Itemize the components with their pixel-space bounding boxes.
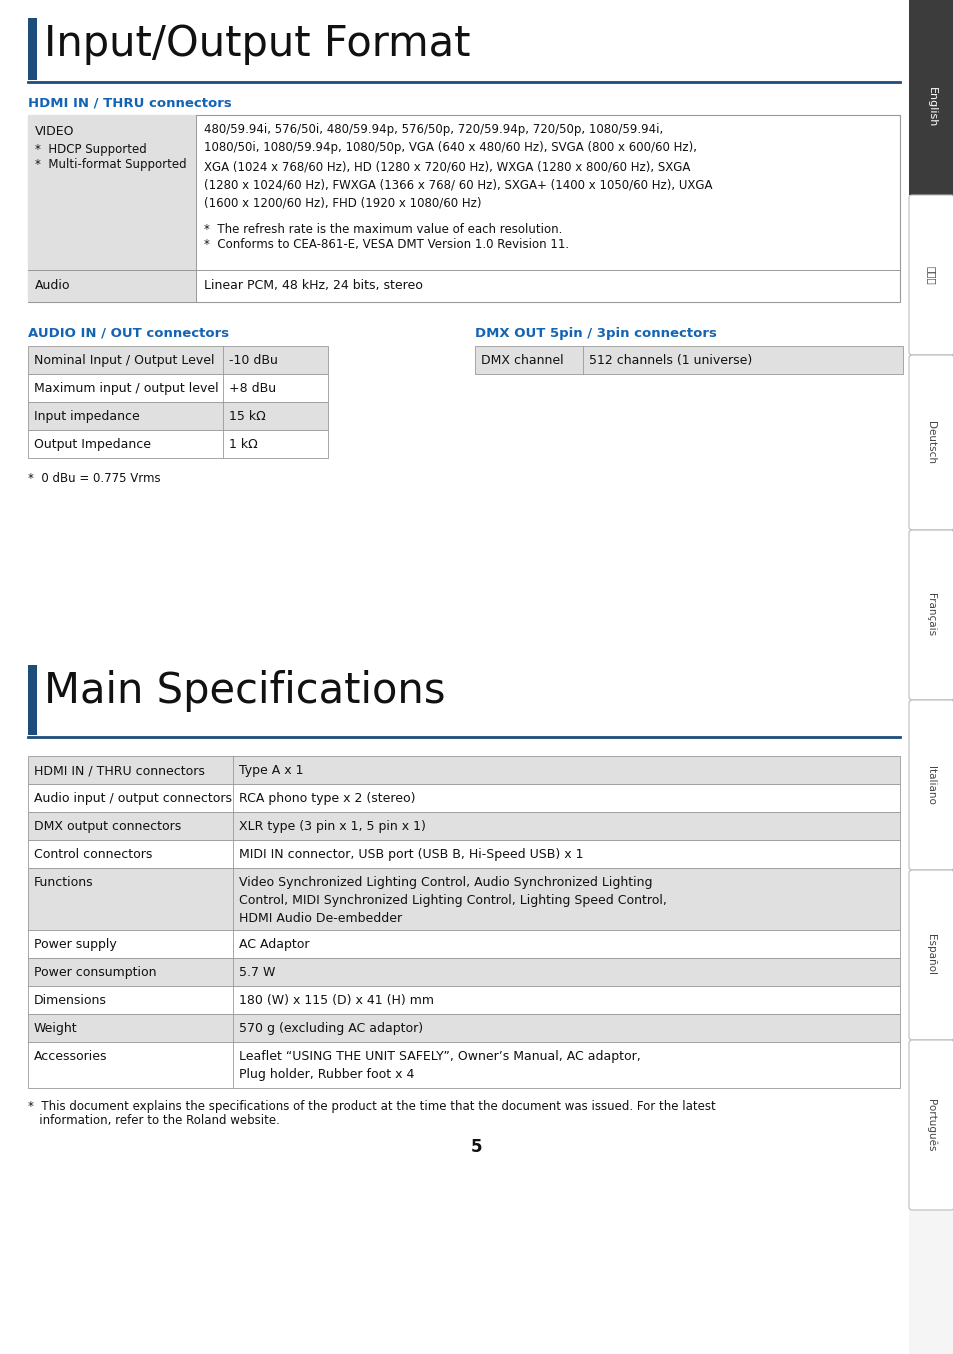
Text: *  0 dBu = 0.775 Vrms: * 0 dBu = 0.775 Vrms xyxy=(28,473,160,485)
Text: *  This document explains the specifications of the product at the time that the: * This document explains the specificati… xyxy=(28,1099,715,1113)
Text: DMX channel: DMX channel xyxy=(480,353,563,367)
Text: Accessories: Accessories xyxy=(34,1049,108,1063)
Bar xyxy=(475,347,902,374)
Bar xyxy=(28,784,899,812)
Text: Audio: Audio xyxy=(35,279,71,292)
Text: Italiano: Italiano xyxy=(925,765,936,804)
Text: DMX output connectors: DMX output connectors xyxy=(34,821,181,833)
FancyBboxPatch shape xyxy=(908,1040,953,1210)
Bar xyxy=(28,839,899,868)
Bar xyxy=(28,347,328,374)
Bar xyxy=(28,812,899,839)
Text: HDMI IN / THRU connectors: HDMI IN / THRU connectors xyxy=(34,764,205,777)
Text: Deutsch: Deutsch xyxy=(925,421,936,464)
Text: +8 dBu: +8 dBu xyxy=(229,382,275,395)
Bar xyxy=(28,868,899,930)
Text: Control connectors: Control connectors xyxy=(34,848,152,861)
Bar xyxy=(28,756,899,784)
Text: DMX OUT 5pin / 3pin connectors: DMX OUT 5pin / 3pin connectors xyxy=(475,328,716,340)
FancyBboxPatch shape xyxy=(908,871,953,1040)
Text: 180 (W) x 115 (D) x 41 (H) mm: 180 (W) x 115 (D) x 41 (H) mm xyxy=(239,994,434,1007)
Text: HDMI IN / THRU connectors: HDMI IN / THRU connectors xyxy=(28,97,232,110)
Text: information, refer to the Roland website.: information, refer to the Roland website… xyxy=(28,1114,279,1127)
Text: *  HDCP Supported: * HDCP Supported xyxy=(35,144,147,156)
Bar xyxy=(28,402,328,431)
Text: Maximum input / output level: Maximum input / output level xyxy=(34,382,218,395)
Text: *  Multi-format Supported: * Multi-format Supported xyxy=(35,158,187,171)
Text: AC Adaptor: AC Adaptor xyxy=(239,938,309,951)
Text: Main Specifications: Main Specifications xyxy=(44,670,445,712)
Bar xyxy=(28,930,899,959)
Bar xyxy=(908,0,953,195)
FancyBboxPatch shape xyxy=(908,195,953,355)
Bar xyxy=(28,115,899,302)
Text: Power supply: Power supply xyxy=(34,938,116,951)
Text: *  The refresh rate is the maximum value of each resolution.: * The refresh rate is the maximum value … xyxy=(204,223,561,236)
Text: Leaflet “USING THE UNIT SAFELY”, Owner’s Manual, AC adaptor,
Plug holder, Rubber: Leaflet “USING THE UNIT SAFELY”, Owner’s… xyxy=(239,1049,640,1080)
Text: Input/Output Format: Input/Output Format xyxy=(44,23,470,65)
Text: Video Synchronized Lighting Control, Audio Synchronized Lighting
Control, MIDI S: Video Synchronized Lighting Control, Aud… xyxy=(239,876,666,925)
Text: -10 dBu: -10 dBu xyxy=(229,353,277,367)
Bar xyxy=(28,115,195,269)
Text: 1 kΩ: 1 kΩ xyxy=(229,437,257,451)
Bar xyxy=(28,665,37,735)
Text: 512 channels (1 universe): 512 channels (1 universe) xyxy=(588,353,752,367)
Text: XLR type (3 pin x 1, 5 pin x 1): XLR type (3 pin x 1, 5 pin x 1) xyxy=(239,821,425,833)
Bar xyxy=(28,959,899,986)
Bar xyxy=(28,1014,899,1043)
Text: VIDEO: VIDEO xyxy=(35,125,74,138)
Bar xyxy=(28,986,899,1014)
Text: Functions: Functions xyxy=(34,876,93,890)
Text: 5.7 W: 5.7 W xyxy=(239,965,275,979)
Text: MIDI IN connector, USB port (USB B, Hi-Speed USB) x 1: MIDI IN connector, USB port (USB B, Hi-S… xyxy=(239,848,583,861)
Text: 日本語: 日本語 xyxy=(925,265,936,284)
Bar xyxy=(28,1043,899,1089)
Text: Linear PCM, 48 kHz, 24 bits, stereo: Linear PCM, 48 kHz, 24 bits, stereo xyxy=(204,279,422,292)
Text: Input impedance: Input impedance xyxy=(34,410,139,422)
Text: AUDIO IN / OUT connectors: AUDIO IN / OUT connectors xyxy=(28,328,229,340)
Bar xyxy=(908,0,953,1354)
Text: Weight: Weight xyxy=(34,1022,77,1034)
Text: Español: Español xyxy=(925,934,936,975)
FancyBboxPatch shape xyxy=(908,529,953,700)
Text: English: English xyxy=(925,87,936,127)
Text: Nominal Input / Output Level: Nominal Input / Output Level xyxy=(34,353,214,367)
Text: 570 g (excluding AC adaptor): 570 g (excluding AC adaptor) xyxy=(239,1022,423,1034)
Bar xyxy=(28,269,195,302)
Bar xyxy=(28,18,37,80)
FancyBboxPatch shape xyxy=(908,700,953,871)
Text: Power consumption: Power consumption xyxy=(34,965,156,979)
Text: Type A x 1: Type A x 1 xyxy=(239,764,303,777)
Bar xyxy=(28,374,328,402)
FancyBboxPatch shape xyxy=(908,355,953,529)
Text: Dimensions: Dimensions xyxy=(34,994,107,1007)
Text: Audio input / output connectors: Audio input / output connectors xyxy=(34,792,232,806)
Text: RCA phono type x 2 (stereo): RCA phono type x 2 (stereo) xyxy=(239,792,416,806)
Text: 15 kΩ: 15 kΩ xyxy=(229,410,266,422)
Text: *  Conforms to CEA-861-E, VESA DMT Version 1.0 Revision 11.: * Conforms to CEA-861-E, VESA DMT Versio… xyxy=(204,238,569,250)
Text: 5: 5 xyxy=(471,1137,482,1156)
Text: Français: Français xyxy=(925,593,936,636)
Text: Output Impedance: Output Impedance xyxy=(34,437,151,451)
Text: 480/59.94i, 576/50i, 480/59.94p, 576/50p, 720/59.94p, 720/50p, 1080/59.94i,
1080: 480/59.94i, 576/50i, 480/59.94p, 576/50p… xyxy=(204,123,712,210)
Text: Português: Português xyxy=(925,1098,936,1151)
Bar xyxy=(28,431,328,458)
